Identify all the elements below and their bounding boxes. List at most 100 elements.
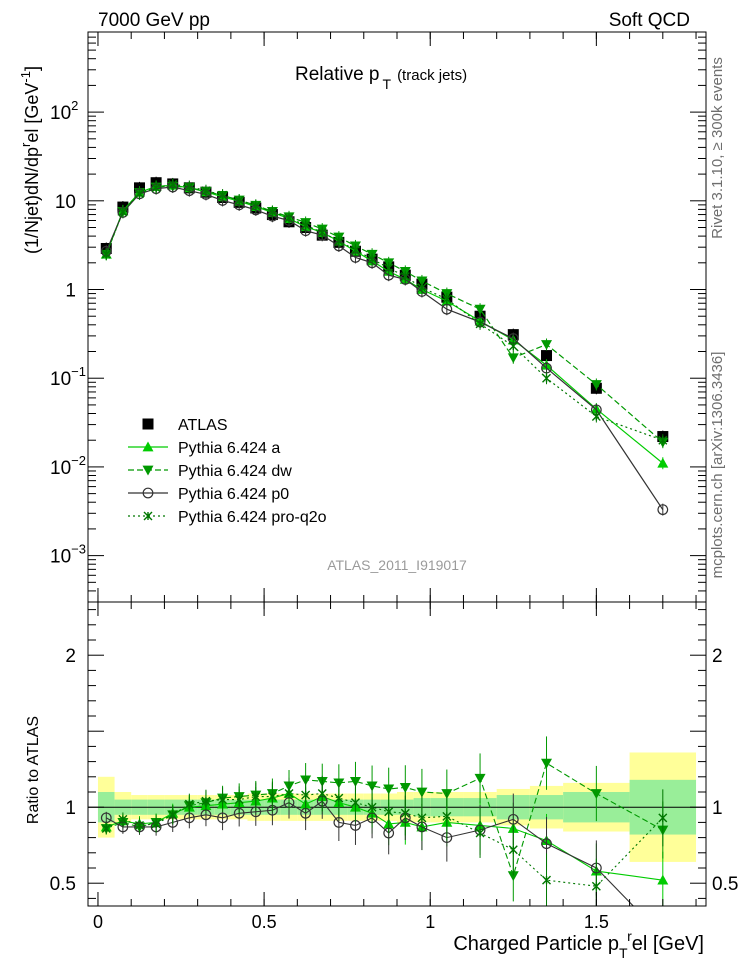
ratio-tick-label-right-2: 2 <box>712 646 723 667</box>
ratio-4-point-7 <box>218 795 228 805</box>
legend-label-2: Pythia 6.424 dw <box>178 463 292 480</box>
y-tick-label-5: 102 <box>50 98 78 124</box>
series-4-point-19 <box>417 283 427 293</box>
ratio-4-point-2 <box>135 820 144 830</box>
x-tick-label-3: 1.5 <box>584 912 609 932</box>
series-3-point-25 <box>657 504 669 516</box>
series-4-point-6 <box>201 186 211 196</box>
series-4-point-10 <box>267 207 277 217</box>
ratio-y-axis-label: Ratio to ATLAS <box>25 716 42 824</box>
ratio-4-point-21 <box>475 828 485 838</box>
series-4-point-7 <box>218 190 228 200</box>
series-4-point-14 <box>334 236 344 246</box>
legend-label-3: Pythia 6.424 p0 <box>178 486 289 503</box>
ratio-2-point-24 <box>590 789 602 800</box>
ratio-4-point-25 <box>658 813 668 823</box>
series-4-point-5 <box>184 182 194 191</box>
ratio-4-point-13 <box>317 789 327 799</box>
series-line-3 <box>105 186 664 510</box>
y-tick-label-4: 10 <box>55 192 76 213</box>
series-4-point-21 <box>475 319 485 329</box>
series-4-point-8 <box>234 195 244 205</box>
ratio-tick-label-2: 2 <box>65 646 76 667</box>
ratio-4-point-9 <box>251 792 261 802</box>
ratio-line-4 <box>106 792 664 887</box>
series-4-point-16 <box>367 254 377 264</box>
ratio-4-point-1 <box>118 814 128 824</box>
y-tick-label-0: 10−3 <box>50 542 86 568</box>
legend-marker-2 <box>142 465 154 476</box>
series-4-point-1 <box>118 207 128 217</box>
ratio-4-point-19 <box>417 813 427 823</box>
ratio-uncertainty-bands <box>88 752 706 862</box>
x-axis-label: Charged Particle pTrel [GeV] <box>453 928 704 961</box>
main-plot-series <box>100 176 669 516</box>
ratio-plot-series <box>100 736 669 906</box>
x-tick-label-0: 0 <box>93 912 103 932</box>
series-4-point-23 <box>542 373 552 383</box>
ratio-tick-label-right-0: 0.5 <box>712 874 738 895</box>
ratio-4-point-10 <box>267 792 277 802</box>
legend-label-0: ATLAS <box>178 417 228 434</box>
legend-label-4: Pythia 6.424 pro-q2o <box>178 509 327 526</box>
series-0-point-23 <box>541 350 553 362</box>
y-axis-label: (1/Njet)dN/dprel [GeV-1] <box>18 66 42 254</box>
ratio-2-point-23 <box>541 758 553 769</box>
ratio-4-point-24 <box>591 881 601 891</box>
ratio-1-point-25 <box>657 874 669 885</box>
plot-axes: 0 0.5 1 1.5 10−3 10−2 10−1 1 10 102 0.5 0.5 1 1 2 2 <box>50 31 738 932</box>
x-tick-label-2: 1 <box>425 912 435 932</box>
series-4-point-11 <box>284 213 294 223</box>
ratio-2-point-22 <box>507 871 519 882</box>
ratio-2-point-18 <box>399 783 411 793</box>
analysis-id: ATLAS_2011_I919017 <box>327 557 467 573</box>
series-2-point-19 <box>416 276 428 287</box>
series-4-point-9 <box>251 201 261 211</box>
ratio-2-point-19 <box>416 787 428 798</box>
ratio-2-point-15 <box>349 776 361 787</box>
series-line-4 <box>105 183 664 441</box>
series-2-point-24 <box>590 380 602 390</box>
series-2-point-21 <box>474 304 486 315</box>
ratio-3-point-7 <box>217 812 228 824</box>
series-4-point-13 <box>317 227 327 237</box>
ratio-4-point-17 <box>384 807 394 817</box>
ratio-tick-label-1: 1 <box>65 798 76 819</box>
series-4-point-20 <box>442 294 452 304</box>
ratio-2-point-17 <box>383 784 395 795</box>
legend-marker-0 <box>142 418 154 430</box>
series-4-point-25 <box>658 435 668 445</box>
series-4-point-4 <box>168 179 178 189</box>
y-tick-label-1: 10−2 <box>50 453 86 479</box>
series-4-point-2 <box>135 189 144 199</box>
series-4-point-17 <box>384 263 394 273</box>
ratio-4-point-12 <box>301 790 311 800</box>
series-line-2 <box>105 185 664 443</box>
header-left: 7000 GeV pp <box>98 10 210 31</box>
header-right: Soft QCD <box>609 10 690 31</box>
mcplots-label: mcplots.cern.ch [arXiv:1306.3436] <box>709 352 726 579</box>
series-1-point-25 <box>657 457 669 468</box>
ratio-tick-label-right-1: 1 <box>712 798 723 819</box>
series-4-point-15 <box>350 245 360 255</box>
legend-label-1: Pythia 6.424 a <box>178 440 280 457</box>
ratio-4-point-22 <box>508 845 518 855</box>
ratio-4-point-8 <box>234 795 244 805</box>
series-2-point-23 <box>541 340 553 350</box>
ratio-4-point-11 <box>284 789 294 799</box>
series-4-point-18 <box>400 272 410 282</box>
ratio-4-point-6 <box>201 796 211 806</box>
ratio-4-point-15 <box>350 798 360 808</box>
rivet-version-label: Rivet 3.1.10, ≥ 300k events <box>709 57 726 239</box>
ratio-4-point-16 <box>367 802 377 812</box>
ratio-4-point-3 <box>151 819 161 829</box>
legend-marker-3 <box>142 487 154 499</box>
ratio-3-point-14 <box>333 817 345 828</box>
ratio-4-point-14 <box>334 793 344 803</box>
y-tick-label-2: 10−1 <box>50 364 86 390</box>
x-tick-label-1: 0.5 <box>252 912 277 932</box>
ratio-4-point-0 <box>101 823 111 833</box>
y-tick-label-3: 1 <box>65 281 76 302</box>
legend-marker-4 <box>143 511 153 521</box>
